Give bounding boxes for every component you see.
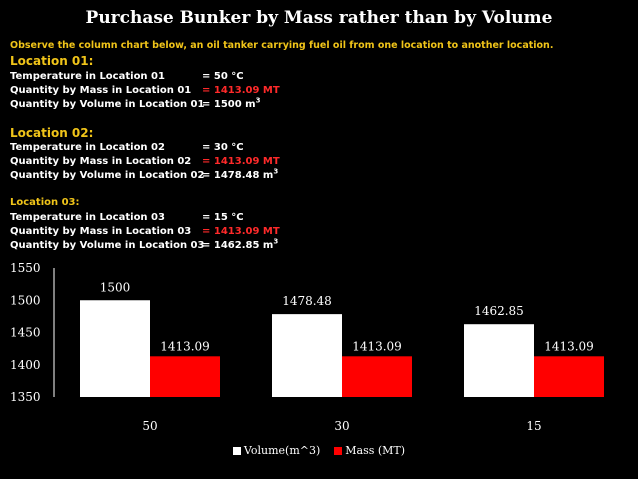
- location-01-temperature-label: Temperature in Location 01: [10, 71, 165, 82]
- mass-data-label: 1413.09: [352, 339, 402, 353]
- y-tick-label: 1400: [10, 358, 41, 372]
- legend-label-volume: Volume(m^3): [243, 444, 321, 457]
- legend-item-mass: Mass (MT): [334, 444, 405, 457]
- location-01-volume-value: = 1500 m3: [202, 96, 261, 110]
- x-tick-label: 30: [334, 419, 349, 433]
- location-02-mass-value: = 1413.09 MT: [202, 156, 280, 167]
- location-03-heading: Location 03:: [10, 197, 80, 208]
- location-03-temperature-value: = 15 °C: [202, 212, 244, 223]
- location-01-mass-value: = 1413.09 MT: [202, 85, 280, 96]
- location-03-volume-value: = 1462.85 m3: [202, 237, 279, 251]
- y-tick-label: 1350: [10, 390, 41, 404]
- mass-bar: [342, 356, 412, 397]
- legend-label-mass: Mass (MT): [345, 444, 406, 457]
- location-02-heading: Location 02:: [10, 126, 94, 140]
- legend-swatch-mass: [334, 446, 343, 455]
- location-03-temperature-label: Temperature in Location 03: [10, 212, 165, 223]
- page-title: Purchase Bunker by Mass rather than by V…: [85, 8, 553, 28]
- volume-bar: [80, 300, 150, 397]
- volume-data-label: 1500: [100, 280, 131, 294]
- legend-swatch-volume: [232, 446, 241, 455]
- location-01-volume-label: Quantity by Volume in Location 01: [10, 99, 205, 110]
- legend-item-volume: Volume(m^3): [232, 444, 321, 457]
- location-02-temperature-label: Temperature in Location 02: [10, 142, 165, 153]
- location-02-volume-label: Quantity by Volume in Location 02: [10, 170, 205, 181]
- location-02-mass-label: Quantity by Mass in Location 02: [10, 156, 192, 167]
- chart-legend: Volume(m^3) Mass (MT): [0, 444, 638, 457]
- mass-bar: [534, 356, 604, 397]
- location-01-mass-label: Quantity by Mass in Location 01: [10, 85, 192, 96]
- x-tick-label: 15: [526, 419, 541, 433]
- y-tick-label: 1450: [10, 326, 41, 340]
- x-tick-label: 50: [142, 419, 157, 433]
- volume-data-label: 1462.85: [474, 304, 524, 318]
- y-tick-label: 1550: [10, 261, 41, 275]
- location-03-mass-value: = 1413.09 MT: [202, 226, 280, 237]
- location-02-volume-value: = 1478.48 m3: [202, 167, 279, 181]
- location-01-temperature-value: = 50 °C: [202, 71, 244, 82]
- mass-bar: [150, 356, 220, 397]
- mass-data-label: 1413.09: [544, 339, 594, 353]
- intro-text: Observe the column chart below, an oil t…: [10, 40, 554, 51]
- location-03-mass-label: Quantity by Mass in Location 03: [10, 226, 192, 237]
- y-tick-label: 1500: [10, 293, 41, 307]
- volume-bar: [464, 324, 534, 397]
- volume-bar: [272, 314, 342, 397]
- mass-data-label: 1413.09: [160, 339, 210, 353]
- location-03-volume-label: Quantity by Volume in Location 03: [10, 240, 205, 251]
- location-02-temperature-value: = 30 °C: [202, 142, 244, 153]
- volume-data-label: 1478.48: [282, 294, 332, 308]
- location-01-heading: Location 01:: [10, 54, 94, 68]
